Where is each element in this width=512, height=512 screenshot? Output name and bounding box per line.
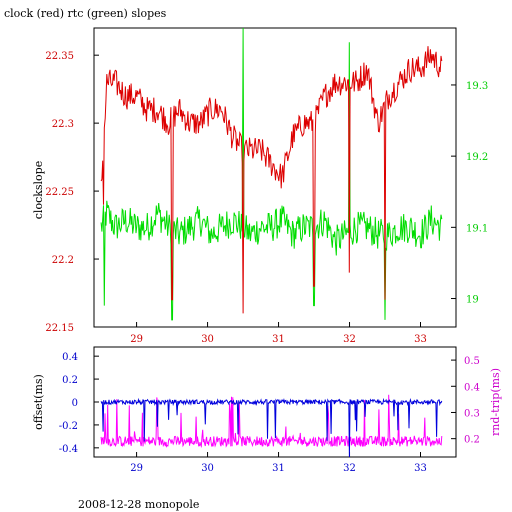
top-right-tick-label: 19.2 [466,152,488,163]
footer-caption: 2008-12-28 monopole [78,498,199,511]
top-x-tick-label: 32 [343,334,356,345]
top-x-tick-label: 33 [414,334,427,345]
top-left-tick-label: 22.25 [45,187,74,198]
bottom-left-tick-label: -0.2 [59,421,78,432]
bottom-right-tick-label: 0.2 [464,435,480,446]
offset-series [100,397,443,458]
top-left-tick-label: 22.3 [52,119,74,130]
bottom-left-tick-label: 0 [72,398,78,409]
bottom-left-tick-label: 0.4 [62,352,78,363]
bottom-series-group [100,394,443,458]
rtc-slope-series [100,27,443,321]
bottom-right-tick-label: 0.3 [464,408,480,419]
top-y-axis-label: clockslope [32,161,45,219]
bottom-right-tick-label: 0.5 [464,356,480,367]
bottom-left-y-label: offset(ms) [32,374,45,430]
top-x-tick-label: 29 [130,334,143,345]
top-plot-frame [93,27,457,328]
bottom-right-axis: 0.5 0.4 0.3 0.2 [451,356,480,446]
top-x-tick-label: 31 [272,334,285,345]
bottom-x-tick-label: 31 [272,463,285,474]
roundtrip-series [100,394,443,449]
top-left-tick-label: 22.35 [45,51,74,62]
top-right-tick-label: 19 [466,295,479,306]
bottom-x-tick-label: 32 [343,463,356,474]
top-left-tick-label: 22.2 [52,255,74,266]
top-right-axis: 19 19.1 19.2 19.3 [451,81,488,306]
bottom-x-tick-label: 33 [414,463,427,474]
bottom-left-tick-label: 0.2 [62,375,78,386]
chart-title: clock (red) rtc (green) slopes [4,7,167,20]
bottom-x-tick-label: 29 [130,463,143,474]
bottom-right-y-label: rnd-trip(ms) [489,368,502,436]
top-left-axis: 22.15 22.2 22.25 22.3 22.35 [45,51,99,334]
top-series-group [100,27,443,321]
top-x-tick-label: 30 [201,334,214,345]
bottom-x-tick-label: 30 [201,463,214,474]
bottom-left-tick-label: -0.4 [59,444,78,455]
top-left-tick-label: 22.15 [45,323,74,334]
bottom-left-axis: 0.4 0.2 0 -0.2 -0.4 [59,352,99,455]
top-right-tick-label: 19.1 [466,223,488,234]
bottom-right-tick-label: 0.4 [464,382,480,393]
top-x-axis: 29 30 31 32 33 [130,322,427,345]
top-right-tick-label: 19.3 [466,81,488,92]
bottom-x-axis: 29 30 31 32 33 [130,452,427,474]
clock-slope-series [100,46,443,314]
